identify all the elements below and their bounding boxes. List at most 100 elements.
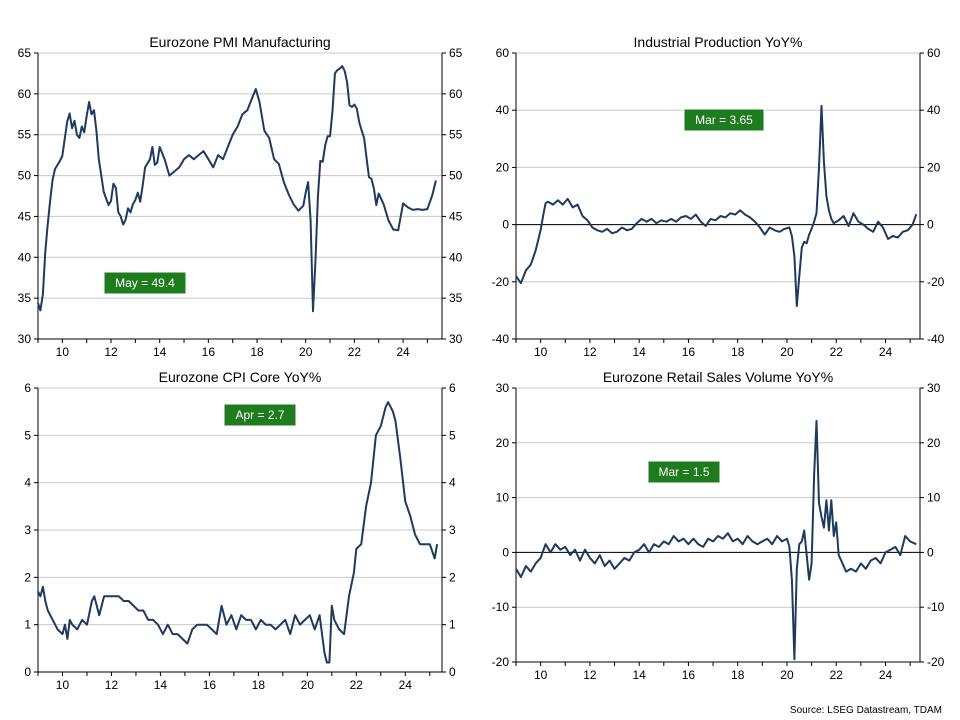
x-tick-label: 22 (830, 345, 844, 359)
y-tick-label-left: 0 (24, 665, 31, 679)
series-line (515, 104, 918, 308)
y-tick-label-left: 10 (496, 491, 510, 505)
y-tick-label-left: 20 (496, 160, 510, 174)
y-tick-label-left: 2 (24, 570, 31, 584)
chart-panel-4: Eurozone Retail Sales Volume YoY% -20 -20 -… (492, 369, 945, 682)
y-tick-label-left: 60 (18, 87, 32, 101)
x-tick-label: 24 (879, 345, 893, 359)
y-tick-label-right: 35 (449, 291, 463, 305)
y-tick-label-left: 0 (502, 218, 509, 232)
latest-value-label: Apr = 2.7 (235, 408, 284, 422)
latest-value-badge (683, 108, 765, 132)
y-tick-label-right: 6 (449, 381, 456, 395)
y-tick-label-right: 3 (449, 523, 456, 537)
y-tick-label-right: 60 (927, 46, 941, 60)
x-tick-label: 22 (350, 678, 364, 692)
y-tick-label-right: 4 (449, 476, 456, 490)
x-tick-label: 14 (153, 345, 167, 359)
latest-value-badge (647, 460, 721, 484)
y-tick-label-right: 1 (449, 618, 456, 632)
y-tick-label-left: 40 (496, 103, 510, 117)
y-tick-label-right: 2 (449, 570, 456, 584)
y-tick-label-right: 5 (449, 428, 456, 442)
source-note: Source: LSEG Datastream, TDAM (789, 705, 942, 716)
y-tick-label-right: 0 (927, 218, 934, 232)
y-tick-label-right: 40 (449, 250, 463, 264)
x-tick-label: 14 (154, 678, 168, 692)
y-tick-label-left: 30 (496, 381, 510, 395)
y-tick-label-left: 50 (18, 169, 32, 183)
chart-title: Eurozone PMI Manufacturing (149, 34, 330, 50)
y-tick-label-left: 30 (18, 332, 32, 346)
y-tick-label-left: 65 (18, 46, 32, 60)
x-tick-label: 20 (299, 345, 313, 359)
y-tick-label-left: 60 (496, 46, 510, 60)
latest-value-badge (103, 271, 187, 295)
x-tick-label: 18 (252, 678, 266, 692)
y-tick-label-right: -40 (927, 332, 945, 346)
x-tick-label: 12 (105, 678, 119, 692)
x-tick-label: 24 (396, 345, 410, 359)
x-tick-label: 12 (583, 345, 597, 359)
y-tick-label-left: 45 (18, 209, 32, 223)
y-tick-label-left: 55 (18, 128, 32, 142)
y-tick-label-right: 45 (449, 209, 463, 223)
x-tick-label: 10 (534, 668, 548, 682)
y-tick-label-right: 40 (927, 103, 941, 117)
y-tick-label-right: 50 (449, 169, 463, 183)
series-line (37, 65, 437, 313)
y-tick-label-right: 65 (449, 46, 463, 60)
series-line (37, 401, 439, 664)
x-tick-label: 22 (830, 668, 844, 682)
chart-panel-1: Eurozone PMI Manufacturing 30 30 35 35 40 40 45… (18, 34, 463, 359)
y-tick-label-right: 0 (927, 545, 934, 559)
x-tick-label: 24 (399, 678, 413, 692)
y-tick-label-left: 35 (18, 291, 32, 305)
series-line (515, 419, 917, 661)
x-tick-label: 10 (56, 345, 70, 359)
y-tick-label-right: 60 (449, 87, 463, 101)
y-tick-label-right: -10 (927, 600, 945, 614)
y-tick-label-left: -20 (492, 655, 510, 669)
y-tick-label-right: -20 (927, 655, 945, 669)
x-tick-label: 18 (731, 345, 745, 359)
chart-title: Eurozone Retail Sales Volume YoY% (603, 369, 833, 385)
y-tick-label-right: 30 (927, 381, 941, 395)
latest-value-badge (223, 403, 297, 427)
x-tick-label: 14 (632, 668, 646, 682)
latest-value-label: Mar = 3.65 (695, 113, 753, 127)
y-tick-label-left: 3 (24, 523, 31, 537)
x-tick-label: 12 (583, 668, 597, 682)
x-tick-label: 16 (202, 345, 216, 359)
y-tick-label-right: 55 (449, 128, 463, 142)
chart-panel-2: Industrial Production YoY% -40 -40 -20 -20 0 0… (492, 34, 945, 359)
y-tick-label-right: -20 (927, 275, 945, 289)
x-tick-label: 22 (348, 345, 362, 359)
x-tick-label: 20 (780, 668, 794, 682)
y-tick-label-right: 10 (927, 491, 941, 505)
chart-panel-3: Eurozone CPI Core YoY%0 01 12 23 34 45 56 610 12… (24, 369, 456, 692)
y-tick-label-left: 1 (24, 618, 31, 632)
chart-title: Industrial Production YoY% (634, 34, 803, 50)
latest-value-label: May = 49.4 (115, 276, 175, 290)
y-tick-label-left: 0 (502, 545, 509, 559)
y-tick-label-left: -10 (492, 600, 510, 614)
y-tick-label-right: 0 (449, 665, 456, 679)
x-tick-label: 18 (250, 345, 264, 359)
x-tick-label: 12 (104, 345, 118, 359)
x-tick-label: 10 (56, 678, 70, 692)
x-tick-label: 20 (301, 678, 315, 692)
x-tick-label: 18 (731, 668, 745, 682)
x-tick-label: 16 (203, 678, 217, 692)
x-tick-label: 16 (682, 345, 696, 359)
y-tick-label-right: 30 (449, 332, 463, 346)
y-tick-label-right: 20 (927, 436, 941, 450)
y-tick-label-left: 5 (24, 428, 31, 442)
y-tick-label-left: 4 (24, 476, 31, 490)
y-tick-label-left: -20 (492, 275, 510, 289)
latest-value-label: Mar = 1.5 (658, 465, 709, 479)
y-tick-label-right: 20 (927, 160, 941, 174)
y-tick-label-left: 6 (24, 381, 31, 395)
y-tick-label-left: 20 (496, 436, 510, 450)
